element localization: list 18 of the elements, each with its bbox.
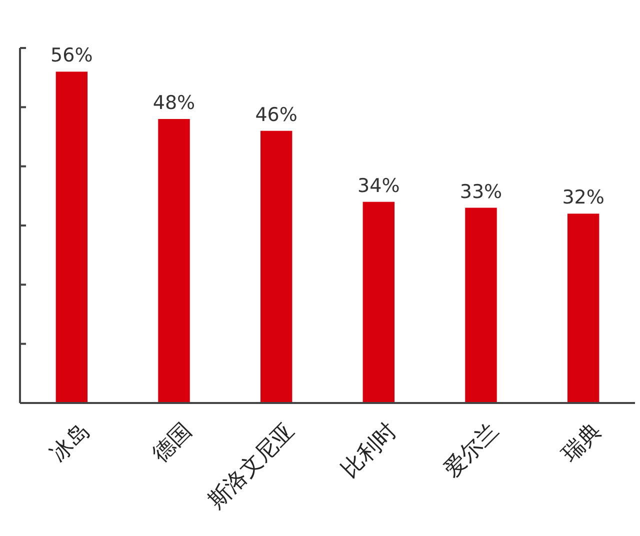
x-tick-label: 瑞典 [558, 418, 606, 468]
x-tick-label: 冰岛 [46, 418, 95, 468]
x-tick-label: 比利时 [337, 418, 402, 483]
data-label: 34% [358, 174, 400, 197]
x-tick-label: 爱尔兰 [440, 418, 504, 483]
x-tick-label: 斯洛文尼亚 [204, 418, 300, 514]
bar [260, 130, 292, 403]
data-label: 33% [460, 180, 502, 203]
bar [56, 72, 88, 403]
bar [362, 202, 395, 403]
data-label: 32% [562, 186, 604, 209]
bar [567, 214, 600, 403]
x-tick-label: 德国 [148, 418, 197, 468]
data-label: 48% [152, 92, 196, 114]
data-label: 56% [50, 44, 93, 67]
bar [465, 208, 497, 403]
data-label: 46% [255, 104, 298, 126]
bar [158, 119, 190, 403]
